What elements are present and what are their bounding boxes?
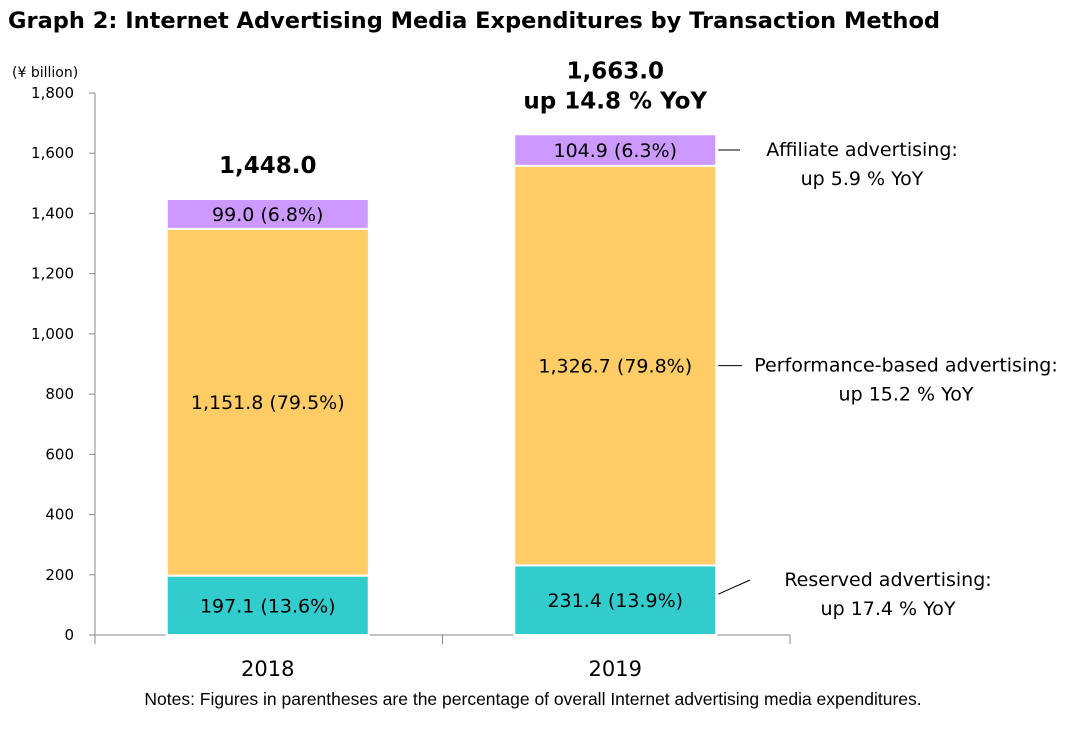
bar-segment — [165, 574, 370, 636]
bar-segment-label: 197.1 (13.6%) — [200, 595, 336, 617]
x-category-label: 2018 — [241, 657, 294, 681]
series-annotation: up 5.9 % YoY — [801, 168, 924, 190]
bars: 197.1 (13.6%) 1,151.8 (79.5%) 99.0 (6.8%) 1… — [165, 58, 718, 636]
x-category-label: 2019 — [589, 657, 642, 681]
bar-segment-label: 1,326.7 (79.8%) — [538, 356, 692, 378]
series-annotation: Affiliate advertising: — [766, 139, 958, 161]
unit-label: (¥ billion) — [12, 65, 78, 81]
y-tick-label: 400 — [45, 506, 74, 524]
y-tick-label: 1,000 — [31, 325, 74, 343]
bar-segment-label: 1,151.8 (79.5%) — [191, 392, 345, 414]
bar-total-label: 1,663.0 — [567, 58, 665, 84]
annotation-leader — [718, 579, 751, 595]
bar-segment-label: 99.0 (6.8%) — [212, 204, 323, 226]
bar-total-label: up 14.8 % YoY — [523, 88, 707, 114]
series-annotation: Reserved advertising: — [784, 569, 991, 591]
bar-segment — [513, 164, 718, 567]
bar-total-label: 1,448.0 — [219, 153, 317, 179]
bar-segment — [165, 227, 370, 577]
y-tick-label: 1,800 — [31, 84, 74, 102]
chart-note: Notes: Figures in parentheses are the pe… — [144, 689, 921, 709]
series-annotation: Performance-based advertising: — [754, 355, 1058, 377]
annotations: Reserved advertising: up 17.4 % YoY Perfor… — [718, 139, 1058, 620]
series-annotation: up 15.2 % YoY — [839, 384, 974, 406]
bar-segment-label: 104.9 (6.3%) — [553, 140, 677, 162]
y-tick-label: 600 — [45, 445, 74, 463]
y-tick-label: 1,400 — [31, 204, 74, 222]
bar-segment — [513, 133, 718, 167]
series-annotation: up 17.4 % YoY — [821, 598, 956, 620]
y-tick-label: 0 — [64, 626, 74, 644]
bar-segment — [165, 198, 370, 230]
y-tick-label: 1,600 — [31, 144, 74, 162]
y-tick-label: 1,200 — [31, 265, 74, 283]
chart-title: Graph 2: Internet Advertising Media Expe… — [8, 8, 940, 34]
bar-segment-label: 231.4 (13.9%) — [547, 590, 683, 612]
y-tick-label: 200 — [45, 566, 74, 584]
y-tick-label: 800 — [45, 385, 74, 403]
bar-segment — [513, 564, 718, 636]
